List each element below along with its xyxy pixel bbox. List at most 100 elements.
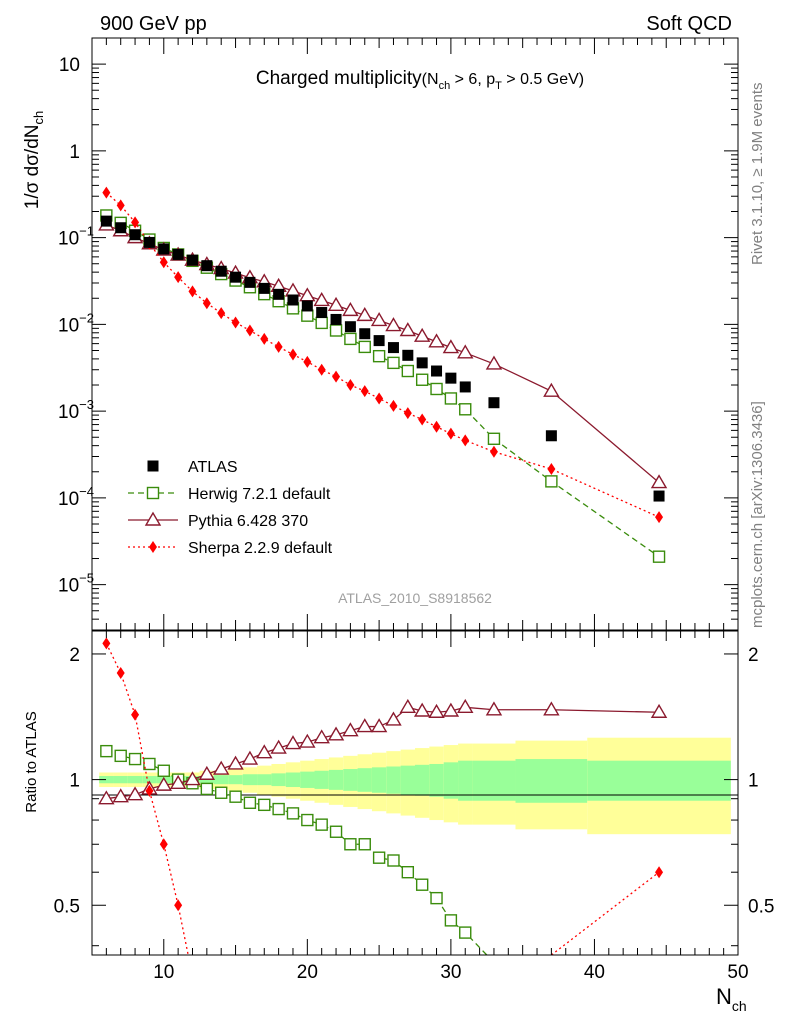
data-point-pythia [144,511,162,526]
data-point-herwig [128,752,142,766]
data-point-pythia [650,703,668,718]
data-point-atlas [416,357,428,369]
header-left: 900 GeV pp [100,13,207,35]
data-point-sherpa [403,407,412,420]
ratio-ylabel: Ratio to ATLAS [23,711,40,812]
band-inner [443,762,459,799]
legend-label-3: Sherpa 2.2.9 default [188,540,333,557]
data-point-atlas [301,300,313,312]
data-point-atlas [330,313,342,325]
data-point-herwig [459,926,472,939]
analysis-tag: ATLAS_2010_S8918562 [338,590,492,606]
data-point-pythia [299,733,316,748]
data-point-atlas [147,460,159,472]
data-point-sherpa [231,316,240,329]
data-point-herwig [143,757,156,771]
data-point-herwig [387,854,400,867]
band-inner [458,760,473,801]
data-point-herwig [444,914,458,927]
data-point-pythia [313,729,330,744]
data-point-pythia [543,382,560,397]
data-point-atlas [488,397,500,409]
data-point-herwig [344,838,357,851]
header-right: Soft QCD [646,13,732,35]
y-tick-label: 10−2 [58,310,94,336]
data-point-sherpa [274,340,283,353]
data-point-herwig [372,349,386,363]
band-inner [371,767,387,793]
data-point-herwig [329,825,343,838]
data-point-sherpa [149,541,157,553]
data-point-pythia [356,718,373,733]
data-point-atlas [100,215,112,227]
ratio-y-tick-label: 1 [69,771,80,792]
data-point-herwig [329,324,343,337]
data-point-pythia [155,776,172,791]
ratio-y-tick-label-right: 0.5 [748,896,774,917]
y-tick-label: 10−3 [58,397,94,423]
x-tick-label: 10 [153,962,174,983]
data-point-atlas [215,265,227,277]
data-point-pythia [413,702,431,717]
data-point-herwig [415,373,429,386]
ratio-panel-frame [91,630,739,956]
data-point-herwig [401,866,415,879]
data-point-atlas [359,328,371,340]
data-point-herwig [243,796,257,809]
band-inner [415,764,430,796]
data-point-atlas [653,490,665,502]
data-point-sherpa [202,297,211,310]
band-inner [314,770,329,789]
data-point-sherpa [159,256,168,269]
data-point-sherpa [389,399,398,412]
data-point-sherpa [655,511,664,524]
data-point-pythia [342,722,359,737]
band-inner [515,759,588,803]
data-point-pythia [413,327,431,342]
data-point-sherpa [174,271,183,284]
data-point-sherpa [317,363,326,376]
band-inner [357,768,372,792]
y-tick-label: 10 [59,55,80,76]
data-point-pythia [126,786,144,801]
data-point-herwig [146,486,160,500]
data-point-herwig [344,332,357,346]
data-point-sherpa [245,324,254,337]
data-point-pythia [212,760,230,775]
main-ylabel: 1/σ dσ/dNch [22,111,46,209]
data-point-sherpa [360,385,369,398]
data-point-herwig [487,432,501,445]
y-tick-label: 10−4 [58,484,94,510]
data-point-pythia [442,339,460,354]
data-point-herwig [545,475,558,488]
data-point-herwig [200,782,214,796]
band-inner [127,776,143,784]
ratio-y-tick-label-right: 1 [748,771,759,792]
data-point-sherpa [432,420,441,433]
main-panel-frame [91,37,739,631]
data-point-herwig [430,382,443,396]
data-point-sherpa [655,866,664,879]
data-point-sherpa [131,216,140,229]
band-inner [113,776,128,784]
data-point-sherpa [303,355,312,368]
data-point-sherpa [159,838,168,851]
data-point-herwig [301,309,314,322]
x-tick-label: 30 [440,962,461,983]
x-tick-label: 50 [727,962,748,983]
data-point-herwig [430,891,443,905]
data-point-pythia [399,322,417,337]
data-point-pythia [227,755,244,770]
data-point-herwig [157,764,170,777]
data-point-pythia [256,744,273,759]
x-tick-label: 20 [297,962,318,983]
data-point-pythia [457,344,474,359]
data-point-sherpa [547,463,556,476]
data-point-atlas [344,321,356,333]
data-point-herwig [100,744,113,758]
ratio-axis-ticks: 0.5 0.5 1 1 2 2 10 20 30 40 50 [54,631,774,983]
data-point-atlas [316,307,328,319]
band-inner [99,776,114,784]
data-point-atlas [445,372,457,384]
data-point-pythia [198,765,216,780]
